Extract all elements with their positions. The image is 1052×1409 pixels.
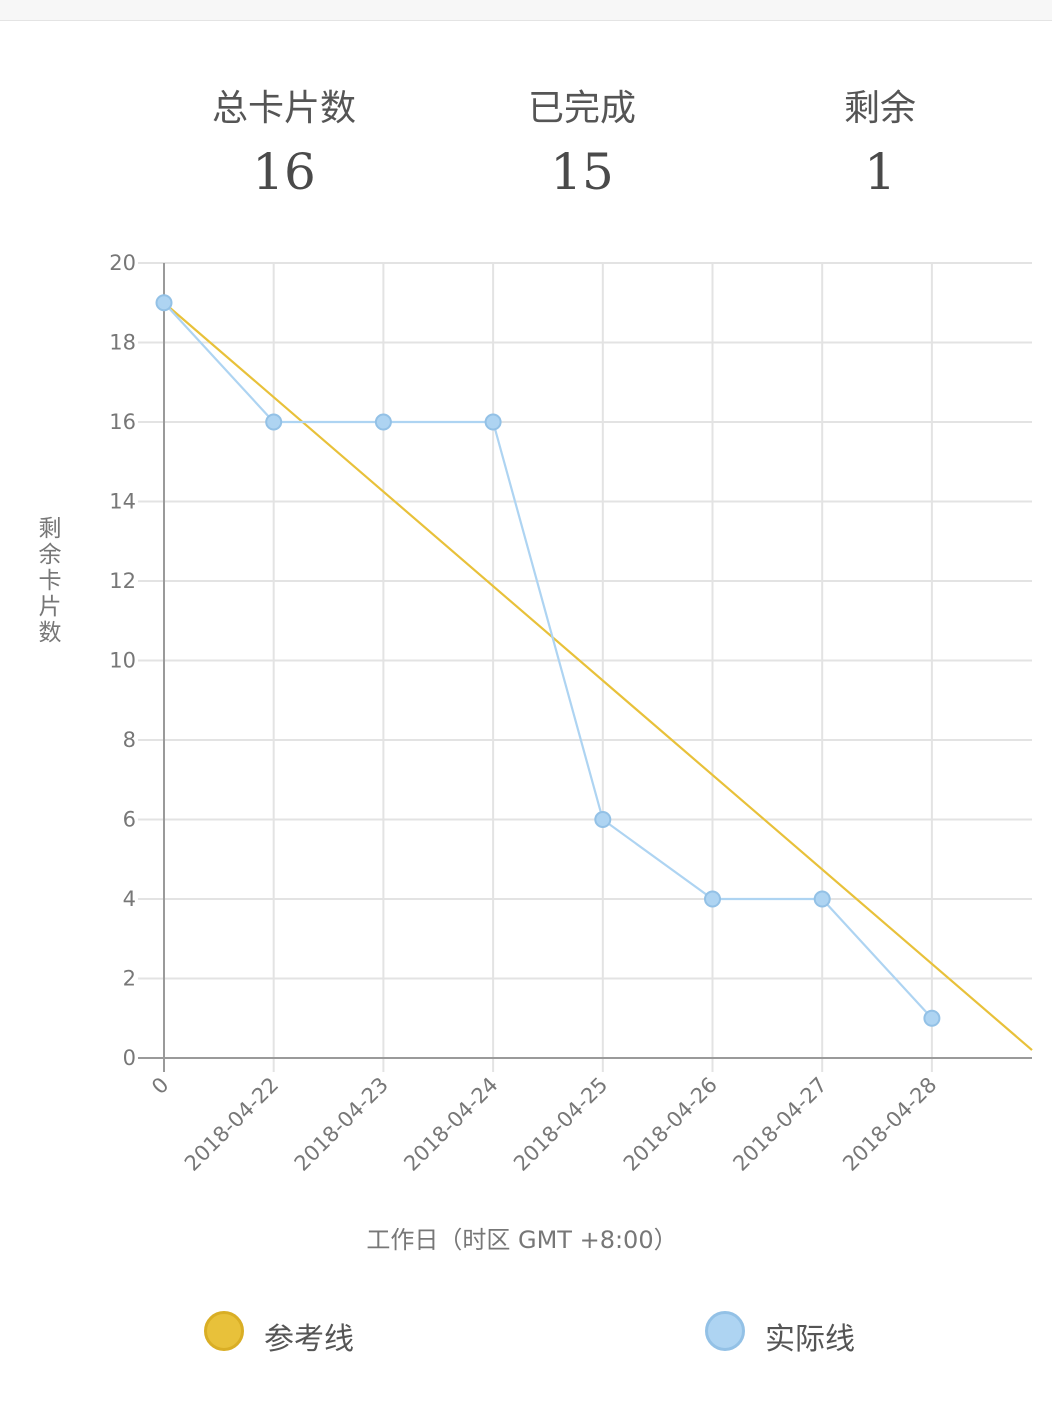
y-axis-title-char: 卡 (39, 568, 62, 594)
y-axis-title-char: 剩 (39, 516, 62, 542)
y-tick-label: 2 (123, 967, 136, 991)
summary-stats: 总卡片数 16 已完成 15 剩余 1 (0, 84, 1052, 214)
x-axis-title: 工作日（时区 GMT +8:00） (366, 1226, 677, 1254)
stat-total-value: 16 (252, 143, 316, 201)
stat-remaining: 剩余 1 (760, 84, 1000, 210)
reference-line (163, 301, 1033, 1051)
y-axis-title-char: 余 (39, 542, 62, 568)
actual-point (374, 413, 392, 431)
y-axis-title-char: 数 (39, 620, 62, 646)
actual-line (163, 302, 933, 1019)
stat-remaining-value: 1 (864, 143, 896, 201)
top-bar (0, 0, 1052, 21)
y-tick-label: 6 (123, 808, 136, 832)
x-tick-label: 2018-04-25 (509, 1073, 612, 1176)
actual-legend-marker (705, 1311, 745, 1351)
y-tick-label: 8 (123, 728, 136, 752)
y-tick-label: 10 (109, 649, 136, 673)
reference-legend-marker (204, 1311, 244, 1351)
actual-point (923, 1009, 941, 1027)
actual-point (813, 890, 831, 908)
stat-remaining-label: 剩余 (843, 88, 916, 129)
x-tick-label: 2018-04-22 (180, 1073, 283, 1176)
x-tick-label: 0 (147, 1073, 173, 1099)
actual-point (704, 890, 721, 908)
actual-point (594, 811, 612, 828)
x-tick-label: 2018-04-24 (399, 1073, 502, 1176)
y-tick-label: 18 (109, 331, 136, 355)
y-tick-label: 12 (109, 569, 136, 593)
actual-point (265, 413, 283, 431)
stat-done-value: 15 (550, 143, 614, 201)
y-tick-label: 20 (109, 251, 136, 275)
stat-total-label: 总卡片数 (211, 88, 356, 129)
x-tick-label: 2018-04-27 (728, 1073, 831, 1176)
y-tick-label: 16 (109, 410, 136, 434)
x-tick-label: 2018-04-23 (290, 1073, 393, 1176)
y-tick-label: 14 (109, 490, 136, 514)
reference-legend-label: 参考线 (264, 1322, 354, 1357)
y-tick-label: 0 (123, 1046, 136, 1070)
y-tick-label: 4 (123, 887, 136, 911)
stat-done-label: 已完成 (527, 88, 636, 129)
stat-done: 已完成 15 (462, 84, 702, 210)
stat-total: 总卡片数 16 (164, 84, 404, 210)
actual-legend-label: 实际线 (765, 1322, 855, 1357)
x-tick-label: 2018-04-26 (619, 1073, 722, 1176)
x-tick-label: 2018-04-28 (838, 1073, 941, 1176)
y-axis-title-char: 片 (39, 594, 62, 620)
actual-point (155, 294, 173, 312)
actual-point (484, 413, 502, 431)
